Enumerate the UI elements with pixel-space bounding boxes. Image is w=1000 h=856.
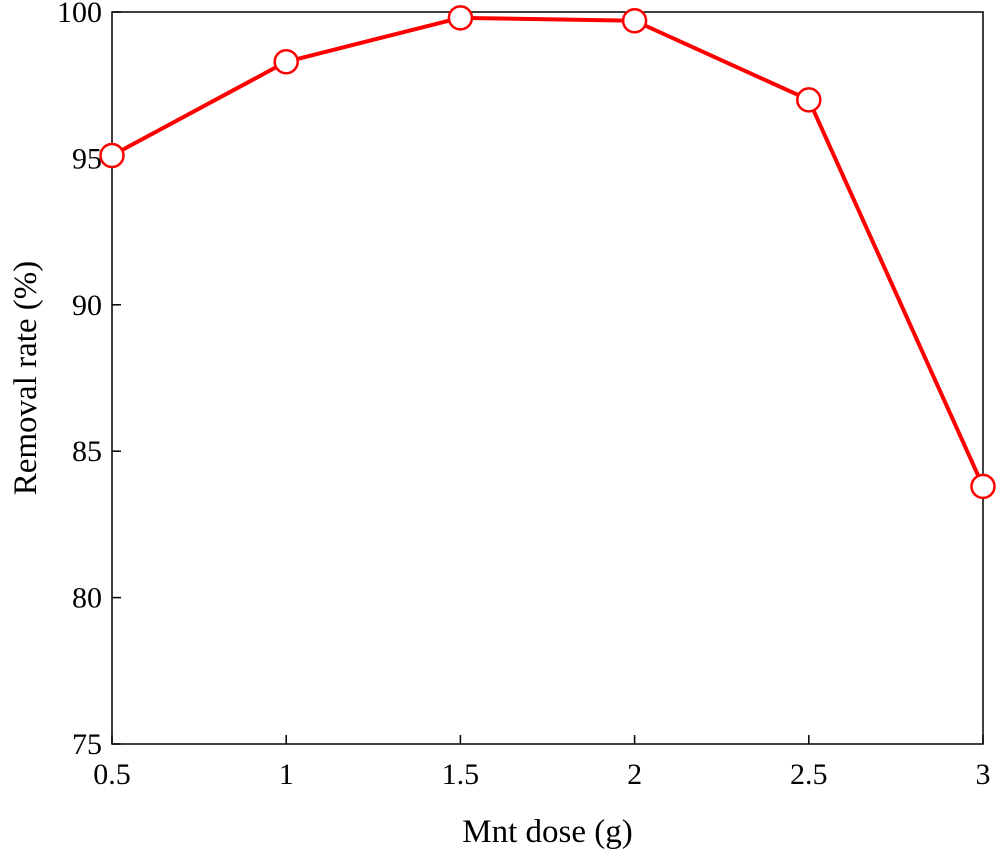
plot-border [111,11,984,745]
y-tick-label-85: 85 [72,435,102,468]
data-point-0-0 [99,142,125,169]
x-tick-label-1.5: 1.5 [442,758,480,791]
data-point-0-1 [273,49,299,75]
data-point-0-3 [621,8,648,34]
series-line-0 [111,15,985,488]
y-tick-label-100: 100 [57,0,102,29]
x-axis: 0.5 1 1.5 2 2.5 3 [93,735,991,791]
y-axis-title: Removal rate (%) [8,261,44,496]
y-tick-label-80: 80 [72,582,102,615]
data-point-0-2 [447,5,474,31]
y-tick-label-95: 95 [72,142,102,175]
plot-area [111,11,984,745]
x-tick-label-2.5: 2.5 [790,758,828,791]
x-tick-label-3: 3 [976,758,991,791]
series-layer [99,5,996,500]
x-tick-label-1: 1 [279,758,294,791]
x-tick-label-2: 2 [627,758,642,791]
y-tick-label-90: 90 [72,289,102,322]
x-tick-label-0.5: 0.5 [93,758,131,791]
y-tick-label-75: 75 [72,728,102,761]
x-axis-title: Mnt dose (g) [462,814,632,850]
data-point-0-5 [970,473,996,500]
y-axis: 75 80 85 90 95 100 [57,0,121,761]
data-point-0-4 [796,87,822,113]
